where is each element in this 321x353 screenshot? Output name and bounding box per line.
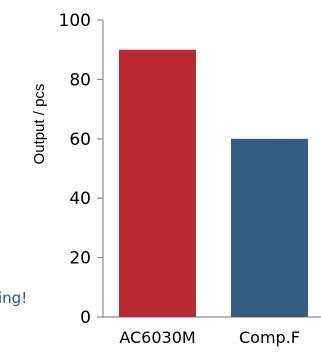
side-note-text: ing!: [0, 289, 28, 307]
x-tick-label: Comp.F: [239, 328, 300, 347]
bar-comp-f: [231, 138, 308, 317]
y-tick-label: 60: [69, 130, 91, 150]
y-tick-label: 20: [69, 249, 91, 269]
y-axis-title: Output / pcs: [31, 84, 48, 165]
y-tick-label: 0: [80, 308, 91, 328]
y-tick-label: 100: [59, 11, 91, 31]
x-axis-labels: AC6030M Comp.F: [119, 328, 300, 347]
x-tick-label: AC6030M: [119, 328, 195, 347]
bar-ac6030m: [119, 49, 196, 317]
y-tick-label: 40: [69, 189, 91, 209]
y-axis-ticks: 0 20 40 60 80 100: [59, 11, 103, 328]
bars: [119, 49, 308, 317]
y-tick-label: 80: [69, 70, 91, 90]
